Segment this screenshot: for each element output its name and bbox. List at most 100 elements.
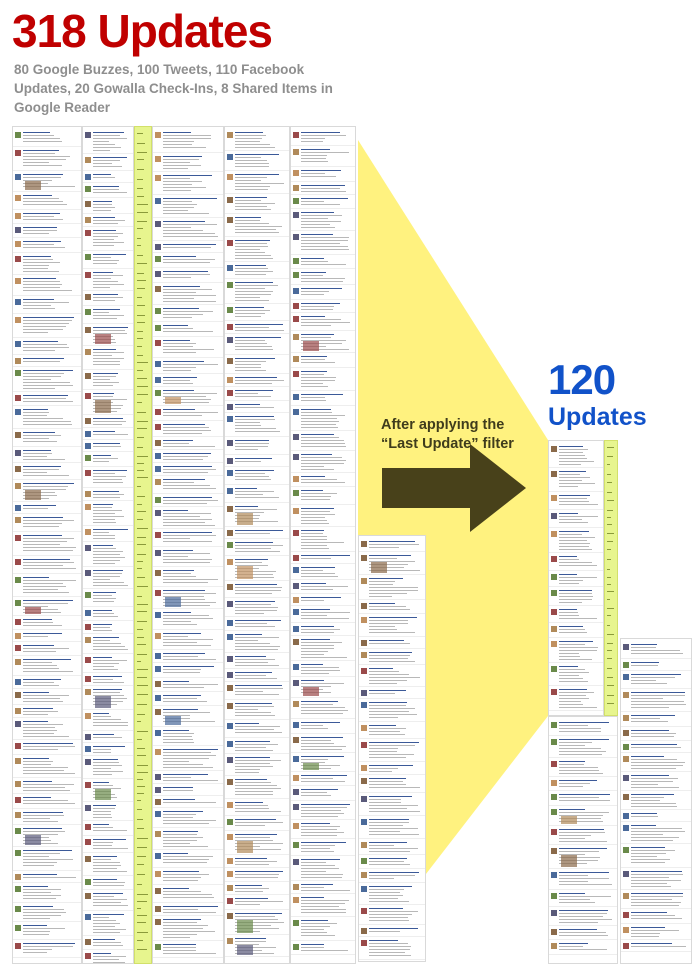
avatar [155, 612, 161, 618]
text-line [235, 837, 270, 838]
text-line [93, 859, 111, 860]
feed-item-row [153, 376, 223, 387]
avatar [361, 668, 367, 674]
text-line [23, 517, 63, 518]
text-line [23, 764, 51, 765]
text-line [235, 922, 284, 923]
text-line [137, 714, 145, 715]
text-line [93, 330, 125, 331]
text-line [369, 831, 400, 832]
sidebar-link-row [605, 480, 617, 488]
text-line [559, 653, 579, 654]
text-line [93, 141, 109, 142]
feed-item-row [225, 415, 289, 437]
text-line [559, 474, 580, 475]
row-divider [83, 487, 133, 488]
feed-item-row [13, 632, 81, 642]
text-line [163, 767, 213, 768]
avatar [551, 471, 557, 477]
feed-item-row [549, 808, 617, 826]
row-divider [135, 233, 151, 234]
text-line [163, 579, 218, 580]
text-line [163, 653, 205, 654]
text-line [369, 928, 418, 929]
text-line [163, 415, 202, 416]
feed-item-row [291, 211, 355, 231]
text-line [163, 510, 188, 511]
text-line [301, 743, 334, 744]
text-line [93, 220, 125, 221]
row-divider [291, 940, 355, 941]
text-line [369, 702, 407, 703]
row-divider [291, 268, 355, 269]
text-line [301, 343, 342, 344]
text-line [631, 775, 669, 776]
text-line [301, 155, 327, 156]
avatar [551, 446, 557, 452]
text-line [163, 396, 206, 397]
text-line [631, 692, 685, 693]
row-divider [291, 367, 355, 368]
text-line [301, 903, 345, 904]
row-divider [135, 373, 151, 374]
avatar [155, 550, 161, 556]
row-divider [13, 405, 81, 406]
text-line [301, 887, 324, 888]
text-line [235, 874, 279, 875]
text-line [301, 149, 330, 150]
avatar [623, 813, 629, 819]
photo-thumbnail [237, 920, 253, 933]
text-line [235, 440, 269, 441]
text-line [23, 773, 75, 774]
text-line [93, 418, 123, 419]
text-line [23, 812, 63, 813]
text-line [137, 437, 144, 438]
row-divider [135, 283, 151, 284]
text-line [23, 165, 62, 166]
avatar [85, 157, 91, 163]
text-line [301, 424, 336, 425]
text-line [301, 848, 330, 849]
text-line [235, 565, 268, 566]
text-line [559, 932, 606, 933]
row-divider [225, 934, 289, 935]
feed-item-row [225, 857, 289, 868]
sidebar-link-row [135, 652, 151, 657]
text-line [607, 569, 610, 570]
text-line [631, 936, 659, 937]
row-divider [621, 923, 691, 924]
avatar [85, 254, 91, 260]
text-line [235, 166, 269, 167]
row-divider [549, 790, 617, 791]
text-line [631, 733, 676, 734]
row-divider [225, 320, 289, 321]
text-line [93, 516, 124, 517]
feed-item-row [291, 896, 355, 917]
text-line [559, 812, 609, 813]
text-line [559, 678, 583, 679]
text-line [137, 661, 141, 662]
feed-item-row [13, 942, 81, 958]
feed-item-row [13, 534, 81, 556]
text-line [301, 725, 323, 726]
text-line [163, 733, 194, 734]
feed-item-row [225, 439, 289, 455]
text-line [23, 520, 74, 521]
feed-item-row [13, 658, 81, 676]
text-line [163, 621, 191, 622]
row-divider [135, 341, 151, 342]
text-line [301, 877, 342, 878]
text-line [369, 848, 418, 849]
text-line [93, 785, 113, 786]
text-line [163, 871, 199, 872]
feed-item-row [153, 423, 223, 437]
row-divider [359, 551, 425, 552]
row-divider [291, 486, 355, 487]
text-line [163, 931, 215, 932]
feed-item-row [621, 743, 691, 753]
text-line [93, 582, 124, 583]
text-line [93, 297, 123, 298]
text-line [235, 688, 283, 689]
text-line [607, 695, 614, 696]
sidebar-link-row [135, 243, 151, 251]
